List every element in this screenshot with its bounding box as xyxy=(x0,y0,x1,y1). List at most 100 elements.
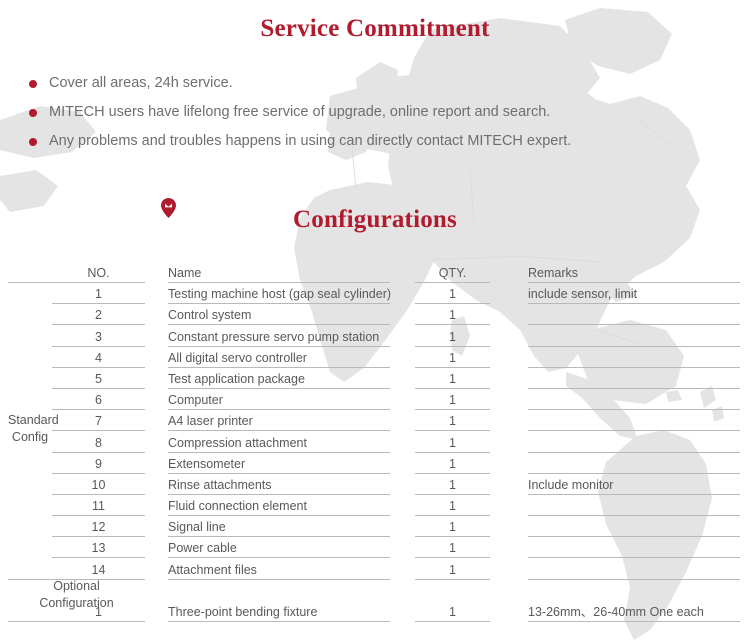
cell-qty: 1 xyxy=(415,580,490,622)
cell-name: Rinse attachments xyxy=(168,474,390,495)
cell-no: 10 xyxy=(52,474,145,495)
cell-qty-text: 1 xyxy=(449,308,456,323)
cell-remarks: 13-26mm、26-40mm One each xyxy=(528,580,740,622)
list-item-label: Any problems and troubles happens in usi… xyxy=(49,133,572,149)
cell-name-text: Compression attachment xyxy=(168,435,307,450)
table-row: 14 Attachment files 1 xyxy=(0,558,750,580)
cell-qty: 1 xyxy=(415,516,490,537)
cell-qty: 1 xyxy=(415,474,490,495)
cell-remarks xyxy=(528,495,740,516)
rule xyxy=(168,409,390,411)
cell-qty-text: 1 xyxy=(449,605,456,620)
cell-no: 14 xyxy=(52,558,145,579)
group-label-standard-line2: Config xyxy=(11,430,49,444)
rule xyxy=(52,303,145,305)
cell-qty: 1 xyxy=(415,347,490,368)
cell-qty-text: 1 xyxy=(449,499,456,514)
rule xyxy=(168,472,390,474)
table-header-row: NO. Name QTY. Remarks xyxy=(0,262,750,283)
rule xyxy=(415,409,490,411)
rule xyxy=(415,621,490,623)
rule xyxy=(415,387,490,389)
table-body: 1 Testing machine host (gap seal cylinder… xyxy=(0,283,750,623)
cell-qty-text: 1 xyxy=(449,371,456,386)
rule xyxy=(52,345,145,347)
rule xyxy=(52,387,145,389)
rule xyxy=(52,536,145,538)
cell-name-text: Signal line xyxy=(168,520,226,535)
cell-remarks xyxy=(528,325,740,346)
cell-qty: 1 xyxy=(415,304,490,325)
cell-name: A4 laser printer xyxy=(168,410,390,431)
list-item: MITECH users have lifelong free service … xyxy=(24,98,724,127)
cell-name: Compression attachment xyxy=(168,431,390,452)
cell-qty: 1 xyxy=(415,495,490,516)
cell-qty: 1 xyxy=(415,558,490,579)
rule xyxy=(52,430,145,432)
cell-qty-text: 1 xyxy=(449,414,456,429)
cell-name-text: Extensometer xyxy=(168,456,246,471)
cell-remarks xyxy=(528,410,740,431)
cell-remarks xyxy=(528,431,740,452)
list-item-label: Cover all areas, 24h service. xyxy=(49,75,233,91)
cell-no: 4 xyxy=(52,347,145,368)
column-header-name: Name xyxy=(168,266,202,280)
cell-name: Power cable xyxy=(168,537,390,558)
cell-no-text: 13 xyxy=(91,541,106,556)
cell-no-text: 4 xyxy=(95,350,102,365)
cell-no: 13 xyxy=(52,537,145,558)
cell-no: 5 xyxy=(52,368,145,389)
rule xyxy=(8,578,145,580)
cell-no: 1 xyxy=(52,580,145,622)
table-row: 10 Rinse attachments 1 Include monitor xyxy=(0,474,750,495)
cell-name-text: Fluid connection element xyxy=(168,499,307,514)
cell-qty-text: 1 xyxy=(449,541,456,556)
rule xyxy=(52,493,145,495)
cell-remarks-text: Include monitor xyxy=(528,477,614,492)
cell-remarks: include sensor, limit xyxy=(528,283,740,304)
cell-name-text: Testing machine host (gap seal cylinder) xyxy=(168,287,392,302)
cell-qty: 1 xyxy=(415,325,490,346)
cell-name-text: Test application package xyxy=(168,371,305,386)
cell-qty: 1 xyxy=(415,410,490,431)
configurations-table: NO. Name QTY. Remarks 1 Testing machine h… xyxy=(0,262,750,623)
cell-name-text: Power cable xyxy=(168,541,237,556)
bullet-icon xyxy=(29,80,37,88)
cell-no: 8 xyxy=(52,431,145,452)
rule xyxy=(415,557,490,559)
cell-no-text: 6 xyxy=(95,393,102,408)
map-pin-icon xyxy=(161,198,176,218)
cell-qty: 1 xyxy=(415,453,490,474)
bullet-icon xyxy=(29,138,37,146)
list-item: Cover all areas, 24h service. xyxy=(24,69,724,98)
rule xyxy=(52,409,145,411)
rule xyxy=(415,493,490,495)
rule xyxy=(415,472,490,474)
cell-qty: 1 xyxy=(415,283,490,304)
cell-no: 9 xyxy=(52,453,145,474)
cell-name-text: Rinse attachments xyxy=(168,477,272,492)
cell-no-text: 14 xyxy=(91,562,106,577)
cell-no-text: 2 xyxy=(95,308,102,323)
cell-name: Extensometer xyxy=(168,453,390,474)
rule xyxy=(168,515,390,517)
group-label-optional-line1: Optional xyxy=(53,579,100,593)
cell-no-text: 12 xyxy=(91,520,106,535)
service-commitment-list: Cover all areas, 24h service. MITECH use… xyxy=(24,69,724,156)
cell-qty-text: 1 xyxy=(449,520,456,535)
cell-name: Fluid connection element xyxy=(168,495,390,516)
table-row: 6 Computer 1 xyxy=(0,389,750,411)
cell-no-text: 3 xyxy=(95,329,102,344)
rule xyxy=(168,366,390,368)
cell-no-text: 7 xyxy=(95,414,102,429)
cell-no: 6 xyxy=(52,389,145,410)
group-label-standard-line1: Standard xyxy=(8,413,59,427)
cell-no-text: 1 xyxy=(95,605,102,620)
bullet-icon xyxy=(29,109,37,117)
cell-name-text: Attachment files xyxy=(168,562,257,577)
cell-no: 2 xyxy=(52,304,145,325)
cell-no-text: 1 xyxy=(95,287,102,302)
cell-no-text: 5 xyxy=(95,371,102,386)
cell-remarks-text: 13-26mm、26-40mm One each xyxy=(528,605,704,620)
rule xyxy=(8,621,145,623)
